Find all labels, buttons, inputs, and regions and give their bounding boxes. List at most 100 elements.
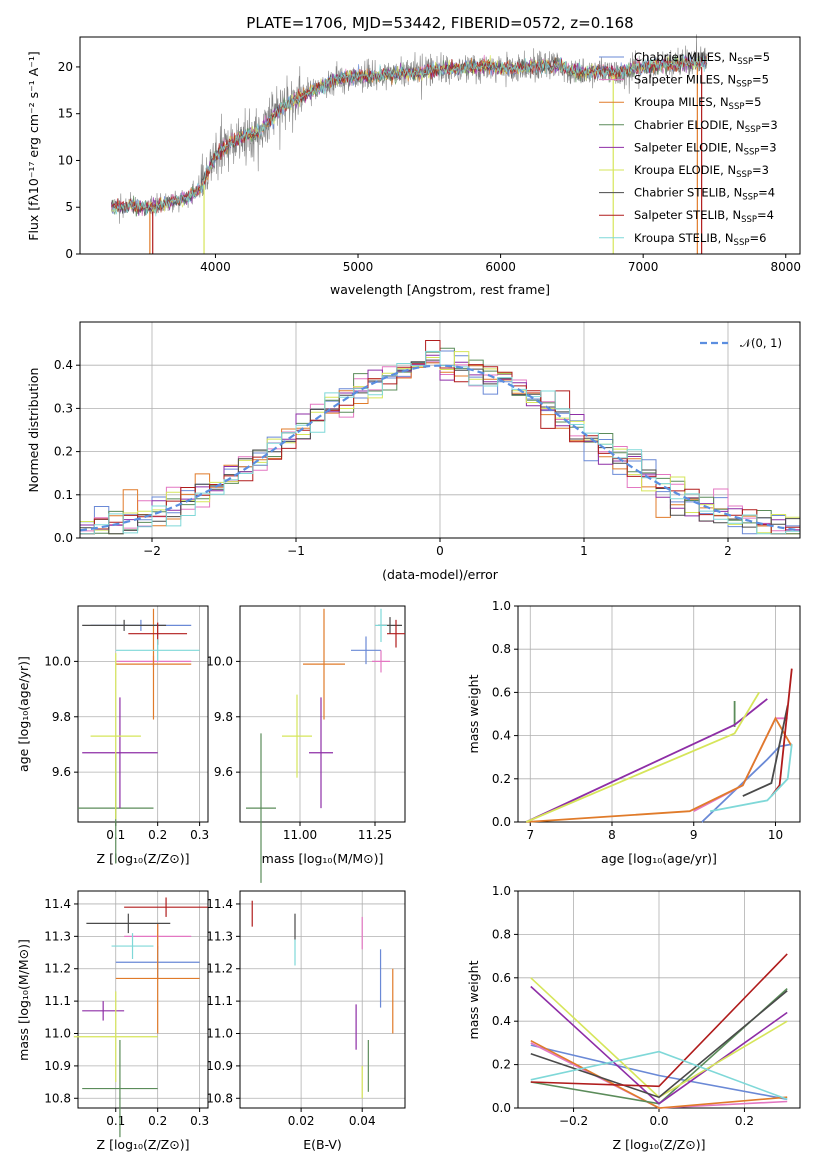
- mw-z-ylabel: mass weight: [466, 960, 481, 1039]
- age-z-ylabel: age [log₁₀(age/yr)]: [16, 656, 31, 772]
- mass-ebv-xtick-label: 0.02: [288, 1114, 315, 1128]
- mw-age-xtick-label: 8: [608, 828, 616, 842]
- hist-ylabel: Normed distribution: [26, 368, 41, 493]
- mass-z-ytick-label: 11.1: [44, 994, 71, 1008]
- mass-z-ytick-label: 10.8: [44, 1091, 71, 1105]
- mw-z-xtick-label: −0.2: [559, 1114, 588, 1128]
- spectrum-ytick-label: 10: [58, 153, 73, 167]
- mw-age-axes-frame: [517, 605, 801, 823]
- age-mass-ytick-label: 9.6: [214, 765, 233, 779]
- age-z-ytick-label: 10.0: [44, 654, 71, 668]
- legend-label-1: Salpeter MILES, NSSP=5: [634, 73, 769, 90]
- model-line-7: [111, 56, 707, 214]
- mass-z-xtick-label: 0.3: [190, 1114, 209, 1128]
- legend-label-2: Kroupa MILES, NSSP=5: [634, 95, 761, 112]
- mw-age-xtick-label: 10: [768, 828, 783, 842]
- mw-age-ytick-label: 0.6: [492, 685, 511, 699]
- mass-ebv-ytick-label: 11.1: [206, 994, 233, 1008]
- hist-xtick-label: 1: [580, 544, 588, 558]
- gaussian-curve: [79, 364, 801, 532]
- hist-ytick-label: 0.1: [54, 488, 73, 502]
- mw-age-xtick-label: 7: [526, 828, 534, 842]
- mw-z-line-2: [530, 1039, 788, 1109]
- spectrum-ylabel: Flux [fλ10⁻¹⁷ erg cm⁻² s⁻¹ A⁻¹]: [26, 51, 41, 240]
- mw-z-line-6: [530, 990, 788, 1099]
- spectrum-xtick-label: 4000: [200, 260, 231, 274]
- age-mass-xtick-label: 11.00: [283, 828, 317, 842]
- mw-age-line-8: [709, 744, 793, 813]
- mw-z-line-8: [530, 1050, 788, 1101]
- mass-ebv-xlabel: E(B-V): [303, 1137, 342, 1152]
- mw-z-ytick-label: 0.0: [492, 1101, 511, 1115]
- mass-z-xtick-label: 0.1: [106, 1114, 125, 1128]
- mw-z-ytick-label: 1.0: [492, 884, 511, 898]
- legend-label-7: Salpeter STELIB, NSSP=4: [634, 208, 774, 225]
- mass-z-ytick-label: 11.0: [44, 1027, 71, 1041]
- mass-z-ytick-label: 11.4: [44, 897, 71, 911]
- spectrum-legend: Chabrier MILES, NSSP=5 Salpeter MILES, NS…: [599, 50, 778, 248]
- histogram-group: [79, 322, 801, 539]
- legend-label-6: Chabrier STELIB, NSSP=4: [634, 186, 775, 203]
- spectrum-axes-frame: [79, 36, 801, 255]
- mw-z-xlabel: Z [log₁₀(Z/Z⊙)]: [613, 1137, 706, 1152]
- spectrum-xtick-label: 8000: [770, 260, 801, 274]
- mw-z-ytick-label: 0.4: [492, 1014, 511, 1028]
- spectrum-ytick-label: 20: [58, 60, 73, 74]
- model-line-8: [111, 54, 708, 217]
- age-mass-ytick-label: 9.8: [214, 710, 233, 724]
- chart-title: PLATE=1706, MJD=53442, FIBERID=0572, z=0…: [246, 14, 633, 32]
- mw-age-ylabel: mass weight: [466, 674, 481, 753]
- mass-ebv-ytick-label: 11.3: [206, 929, 233, 943]
- mw-age-ytick-label: 0.4: [492, 729, 511, 743]
- legend-label-4: Salpeter ELODIE, NSSP=3: [634, 140, 777, 157]
- spectrum-ytick-label: 5: [65, 200, 73, 214]
- hist-xlabel: (data-model)/error: [382, 567, 499, 582]
- spectrum-group: [111, 34, 708, 254]
- mass-ebv-ytick-label: 11.4: [206, 897, 233, 911]
- hist-ytick-label: 0.2: [54, 445, 73, 459]
- spectrum-xlabel: wavelength [Angstrom, rest frame]: [330, 282, 550, 297]
- mw-z-line-0: [530, 1044, 788, 1101]
- legend-label-8: Kroupa STELIB, NSSP=6: [634, 231, 766, 248]
- age-z-xlabel: Z [log₁₀(Z/Z⊙)]: [97, 851, 190, 866]
- observed-spectrum-line: [111, 34, 708, 224]
- mw-z-xtick-label: 0.0: [649, 1114, 668, 1128]
- mw-age-xtick-label: 9: [690, 828, 698, 842]
- mass-z-ylabel: mass [log₁₀(M/M⊙)]: [16, 939, 31, 1061]
- mass-ebv-axes-frame: [239, 890, 406, 1109]
- legend-label-0: Chabrier MILES, NSSP=5: [634, 50, 770, 67]
- spectrum-ytick-label: 15: [58, 107, 73, 121]
- age-mass-xlabel: mass [log₁₀(M/M⊙)]: [262, 851, 384, 866]
- mass-ebv-ytick-label: 11.0: [206, 1027, 233, 1041]
- mw-age-line-0: [701, 743, 792, 823]
- hist-xtick-label: −2: [143, 544, 161, 558]
- spectrum-xtick-label: 5000: [343, 260, 374, 274]
- mass-z-ytick-label: 10.9: [44, 1059, 71, 1073]
- mass-z-ytick-label: 11.2: [44, 962, 71, 976]
- mw-z-ytick-label: 0.2: [492, 1058, 511, 1072]
- mass-z-xlabel: Z [log₁₀(Z/Z⊙)]: [97, 1137, 190, 1152]
- legend-label-5: Kroupa ELODIE, NSSP=3: [634, 163, 769, 180]
- spectrum-xtick-label: 6000: [485, 260, 516, 274]
- mass-z-axes-frame: [77, 890, 209, 1109]
- mass-ebv-ytick-label: 11.2: [206, 962, 233, 976]
- mw-z-line-7: [530, 953, 788, 1088]
- mw-age-line-5: [525, 691, 760, 823]
- hist-ytick-label: 0.3: [54, 401, 73, 415]
- mw-age-xlabel: age [log₁₀(age/yr)]: [601, 851, 717, 866]
- mw-z-xtick-label: 0.2: [735, 1114, 754, 1128]
- legend-label-3: Chabrier ELODIE, NSSP=3: [634, 118, 778, 135]
- mw-z-ytick-label: 0.8: [492, 927, 511, 941]
- mw-age-line-2: [526, 716, 793, 823]
- mw-age-ytick-label: 0.2: [492, 772, 511, 786]
- hist-xtick-label: −1: [287, 544, 305, 558]
- mw-age-line-1: [693, 717, 788, 812]
- hist-legend-label: 𝒩(0, 1): [740, 336, 782, 350]
- mass-ebv-xtick-label: 0.04: [349, 1114, 376, 1128]
- hist-step-8: [80, 350, 800, 535]
- age-mass-axes-frame: [239, 605, 406, 823]
- age-z-ytick-label: 9.8: [52, 710, 71, 724]
- mw-age-ytick-label: 0.0: [492, 815, 511, 829]
- mw-z-ytick-label: 0.6: [492, 971, 511, 985]
